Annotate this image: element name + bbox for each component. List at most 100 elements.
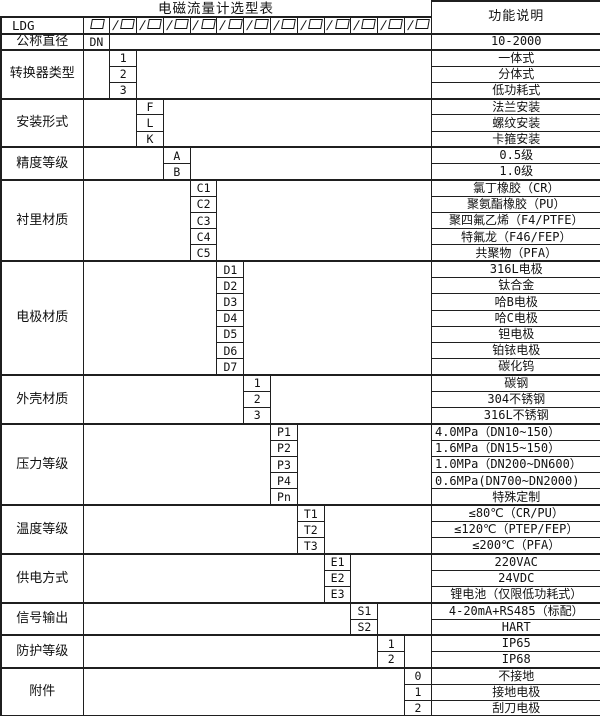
code-cell: D7 — [216, 358, 245, 376]
empty-cell — [82, 553, 325, 604]
code-cell: P3 — [270, 455, 298, 474]
function-cell: 哈B电极 — [430, 293, 600, 311]
function-cell: 分体式 — [430, 65, 600, 83]
function-cell: 1.6MPa（DN15~150） — [430, 439, 600, 457]
function-cell: 220VAC — [430, 553, 600, 571]
function-cell: 0.5级 — [430, 146, 600, 165]
section-label: 精度等级 — [0, 146, 84, 181]
function-column-header: 功能说明 — [430, 0, 600, 35]
function-cell: 碳钢 — [430, 374, 600, 392]
code-cell: 2 — [243, 390, 272, 409]
code-box-icon — [174, 19, 189, 30]
code-cell: D2 — [216, 277, 245, 295]
model-code-slot: / — [350, 16, 379, 35]
code-cell: F — [136, 97, 164, 116]
code-box-icon — [200, 19, 216, 30]
code-cell: Pn — [270, 488, 298, 506]
model-code-slot: / — [377, 16, 406, 35]
function-cell: ≤200℃（PFA） — [430, 537, 600, 555]
section-label: 附件 — [0, 666, 84, 716]
empty-cell — [82, 260, 218, 376]
section-label: 公称直径 — [0, 32, 84, 51]
empty-cell — [82, 634, 379, 669]
function-cell: 氯丁橡胶（CR） — [430, 178, 600, 197]
section-label: 温度等级 — [0, 504, 84, 555]
code-cell: C5 — [189, 244, 218, 262]
empty-cell — [82, 374, 245, 425]
code-cell: C4 — [189, 228, 218, 246]
function-cell: 特殊定制 — [430, 488, 600, 506]
empty-cell — [404, 634, 432, 669]
empty-cell — [270, 374, 432, 425]
code-cell: 3 — [243, 407, 272, 425]
function-cell: 304不锈钢 — [430, 390, 600, 409]
code-cell: T3 — [296, 537, 325, 555]
function-cell: 0.6MPa(DN700~DN2000) — [430, 472, 600, 490]
code-cell: 1 — [377, 634, 406, 653]
section-label: 安装形式 — [0, 97, 84, 148]
section-label: 供电方式 — [0, 553, 84, 604]
function-cell: 316L电极 — [430, 260, 600, 279]
code-cell: C1 — [189, 178, 218, 197]
function-cell: 1.0级 — [430, 163, 600, 181]
model-code-slot: / — [216, 16, 245, 35]
function-cell: 4-20mA+RS485（标配） — [430, 601, 600, 620]
section-label: 转换器类型 — [0, 48, 84, 100]
empty-cell — [82, 97, 138, 148]
code-cell: P4 — [270, 472, 298, 490]
function-cell: 卡箍安装 — [430, 130, 600, 148]
model-code-slot: / — [136, 16, 164, 35]
empty-cell — [296, 422, 432, 506]
function-cell: 316L不锈钢 — [430, 407, 600, 425]
empty-cell — [216, 178, 432, 262]
code-box-icon — [415, 19, 431, 30]
section-label: 压力等级 — [0, 422, 84, 506]
function-cell: 锂电池（仅限低功耗式） — [430, 586, 600, 604]
code-box-icon — [254, 19, 270, 30]
code-cell: S1 — [350, 601, 379, 620]
model-code-slot: / — [109, 16, 138, 35]
function-cell: 钛合金 — [430, 277, 600, 295]
empty-cell — [162, 97, 432, 148]
section-label: 电极材质 — [0, 260, 84, 376]
code-cell: 3 — [109, 81, 138, 100]
code-cell: 2 — [109, 65, 138, 83]
code-cell: E2 — [323, 569, 352, 588]
code-box-icon — [334, 19, 350, 30]
code-cell: 2 — [377, 651, 406, 669]
code-cell: 0 — [404, 666, 432, 685]
code-cell: D3 — [216, 293, 245, 311]
code-box-icon — [90, 19, 105, 30]
function-cell: 接地电极 — [430, 683, 600, 701]
section-label: 外壳材质 — [0, 374, 84, 425]
function-cell: 不接地 — [430, 666, 600, 685]
model-code-slot: / — [323, 16, 352, 35]
function-cell: 聚四氟乙烯（F4/PTFE） — [430, 211, 600, 230]
section-label: 衬里材质 — [0, 178, 84, 262]
function-cell: 一体式 — [430, 48, 600, 67]
model-code-slot: / — [404, 16, 432, 35]
function-cell: 共聚物（PFA） — [430, 244, 600, 262]
empty-cell — [82, 601, 352, 636]
code-cell: C3 — [189, 211, 218, 230]
empty-cell — [82, 666, 406, 716]
function-cell: 10-2000 — [430, 32, 600, 51]
empty-cell — [189, 146, 432, 181]
code-box-icon — [308, 19, 323, 30]
function-cell: 法兰安装 — [430, 97, 600, 116]
code-cell: E1 — [323, 553, 352, 571]
code-cell: 1 — [109, 48, 138, 67]
code-cell: A — [162, 146, 191, 165]
code-cell: 1 — [404, 683, 432, 701]
function-cell: HART — [430, 618, 600, 636]
empty-cell — [350, 553, 432, 604]
function-cell: 钽电极 — [430, 325, 600, 344]
table-title: 电磁流量计选型表 — [1, 1, 432, 19]
function-cell: 4.0MPa（DN10~150） — [430, 422, 600, 441]
function-cell: 1.0MPa（DN200~DN600） — [430, 455, 600, 474]
model-code-slot: / — [270, 16, 298, 35]
code-cell: K — [136, 130, 164, 148]
code-cell: DN — [82, 32, 111, 51]
code-cell: D1 — [216, 260, 245, 279]
empty-cell — [136, 48, 432, 100]
